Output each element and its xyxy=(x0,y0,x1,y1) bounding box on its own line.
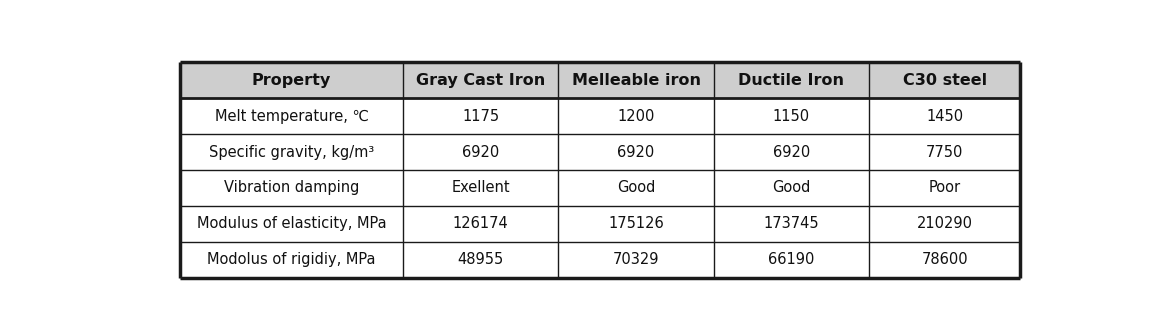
Text: 6920: 6920 xyxy=(773,144,810,160)
Text: 1175: 1175 xyxy=(462,109,499,124)
Text: 7750: 7750 xyxy=(926,144,963,160)
Text: 126174: 126174 xyxy=(452,216,508,231)
Text: Modolus of rigidiy, MPa: Modolus of rigidiy, MPa xyxy=(208,252,375,267)
Text: Modulus of elasticity, MPa: Modulus of elasticity, MPa xyxy=(197,216,386,231)
Text: Specific gravity, kg/m³: Specific gravity, kg/m³ xyxy=(209,144,374,160)
Text: 1150: 1150 xyxy=(773,109,810,124)
Text: Gray Cast Iron: Gray Cast Iron xyxy=(416,73,546,88)
Bar xyxy=(180,134,1020,170)
Text: 1200: 1200 xyxy=(617,109,654,124)
Text: Good: Good xyxy=(617,180,655,195)
Text: 70329: 70329 xyxy=(613,252,659,267)
Text: 175126: 175126 xyxy=(609,216,663,231)
Text: Exellent: Exellent xyxy=(451,180,510,195)
Text: 78600: 78600 xyxy=(921,252,968,267)
Text: Ductile Iron: Ductile Iron xyxy=(738,73,844,88)
Bar xyxy=(180,98,1020,134)
Bar xyxy=(180,242,1020,278)
Text: Melleable iron: Melleable iron xyxy=(571,73,701,88)
Text: Good: Good xyxy=(772,180,810,195)
Text: Melt temperature, ℃: Melt temperature, ℃ xyxy=(215,109,368,124)
Bar xyxy=(180,170,1020,206)
Bar xyxy=(180,206,1020,242)
Text: 173745: 173745 xyxy=(764,216,820,231)
Text: Poor: Poor xyxy=(929,180,961,195)
Text: 6920: 6920 xyxy=(617,144,654,160)
Text: C30 steel: C30 steel xyxy=(902,73,986,88)
Text: 66190: 66190 xyxy=(768,252,815,267)
Text: 210290: 210290 xyxy=(916,216,972,231)
Text: 48955: 48955 xyxy=(457,252,504,267)
Text: Property: Property xyxy=(252,73,331,88)
Text: 1450: 1450 xyxy=(926,109,963,124)
Text: Vibration damping: Vibration damping xyxy=(224,180,359,195)
Text: 6920: 6920 xyxy=(462,144,499,160)
Bar xyxy=(180,62,1020,98)
